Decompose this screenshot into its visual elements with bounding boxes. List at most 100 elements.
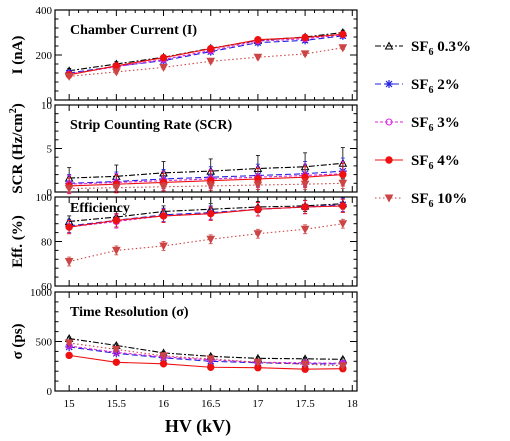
data-point [206,182,216,191]
x-tick-label: 15 [64,398,76,410]
panel-2: 0 5 10 Strip Counting Rate (SCR) SCR (Hz/cm2… [8,100,358,199]
series-4 [65,30,347,79]
data-point [253,181,263,190]
data-point [64,258,74,267]
x-tick-label: 15.5 [107,398,127,410]
legend-marker [385,156,393,164]
legend-marker [385,80,393,88]
series-1 [64,333,348,363]
y-tick-label: 0 [47,187,53,199]
data-point [300,180,310,189]
x-axis-label: HV (kV) [165,416,231,437]
data-point [253,230,263,239]
data-point [112,68,121,77]
data-point [338,179,348,188]
data-point [112,358,121,366]
legend-label: SF6 0.3% [411,39,471,58]
data-point [112,62,121,70]
data-point [338,44,348,53]
panel-1: 0 200 400 Chamber Current (I) I (nA) [10,5,358,107]
data-point [159,212,168,220]
data-point [339,30,347,38]
data-point [64,339,74,348]
y-tick-label: 5 [47,144,53,156]
data-point [112,216,121,225]
data-point [64,72,74,81]
data-point [300,360,310,369]
y-tick-label: 400 [36,5,53,17]
series-5 [64,218,348,267]
series-line [69,223,343,263]
data-point [112,345,121,354]
data-point [206,235,216,244]
y-axis-label: I (nA) [10,36,26,75]
data-point [207,209,215,218]
legend-label: SF6 3% [411,115,460,134]
data-point [301,203,309,211]
legend-entry: SF6 2% [375,77,460,96]
legend-entry: SF6 4% [375,153,460,172]
data-point [65,223,73,231]
legend-entry: SF6 3% [375,115,460,134]
y-tick-label: 0 [47,95,53,107]
data-point [254,36,262,44]
y-axis-label: Eff. (%) [10,215,26,268]
legend-label: SF6 2% [411,77,460,96]
data-point [159,183,168,192]
data-point [338,362,348,371]
y-tick-label: 100 [36,192,53,204]
panel-title: Efficiency [70,201,130,216]
data-point [300,225,310,234]
panel-title: Strip Counting Rate (SCR) [70,118,233,133]
data-point [339,170,347,179]
data-point [159,54,168,62]
panel-4: 0 500 1000 Time Resolution (σ) σ (ps) [10,287,358,398]
data-point [254,205,262,213]
data-point [207,45,215,53]
data-point [159,360,168,368]
x-tick-label: 17 [252,398,264,410]
data-point [301,33,309,42]
panel-3: 60 80 100 Efficiency Eff. (%) [10,192,358,293]
data-point [253,358,263,367]
data-point [65,351,73,360]
data-point [206,355,216,364]
data-point [112,184,121,193]
y-tick-label: 60 [41,281,53,293]
x-tick-label: 16 [158,398,170,410]
data-point [300,50,310,59]
data-point [64,185,74,194]
x-tick-label: 18 [347,398,359,410]
y-axis-label: σ (ps) [10,323,26,359]
data-point [253,53,263,62]
y-tick-label: 1000 [30,287,53,299]
legend-entry: SF6 0.3% [375,39,471,58]
panel-title: Chamber Current (I) [70,23,197,38]
y-tick-label: 10 [41,100,53,112]
data-point [112,246,121,255]
y-tick-label: 500 [36,337,53,349]
legend-marker [384,41,394,50]
y-tick-label: 80 [41,237,53,249]
series-4 [65,198,347,235]
legend-label: SF6 10% [411,191,467,210]
data-point [207,363,215,371]
x-tick-label: 17.5 [295,398,315,410]
y-tick-label: 0 [47,386,53,398]
data-point [159,352,168,361]
y-axis-label: SCR (Hz/cm2) [8,103,26,193]
legend-label: SF6 4% [411,153,460,172]
legend-marker [385,118,393,126]
data-point [159,63,168,72]
legend: SF6 0.3% SF6 2% SF6 3% SF6 4% SF6 10% [375,39,471,210]
series-5 [64,339,348,371]
panel-title: Time Resolution (σ) [70,305,189,320]
legend-marker [384,194,394,203]
data-point [338,220,348,229]
legend-entry: SF6 10% [375,191,467,210]
data-point [159,242,168,251]
y-tick-label: 200 [36,50,53,62]
series-5 [64,177,348,194]
data-point [339,202,347,210]
